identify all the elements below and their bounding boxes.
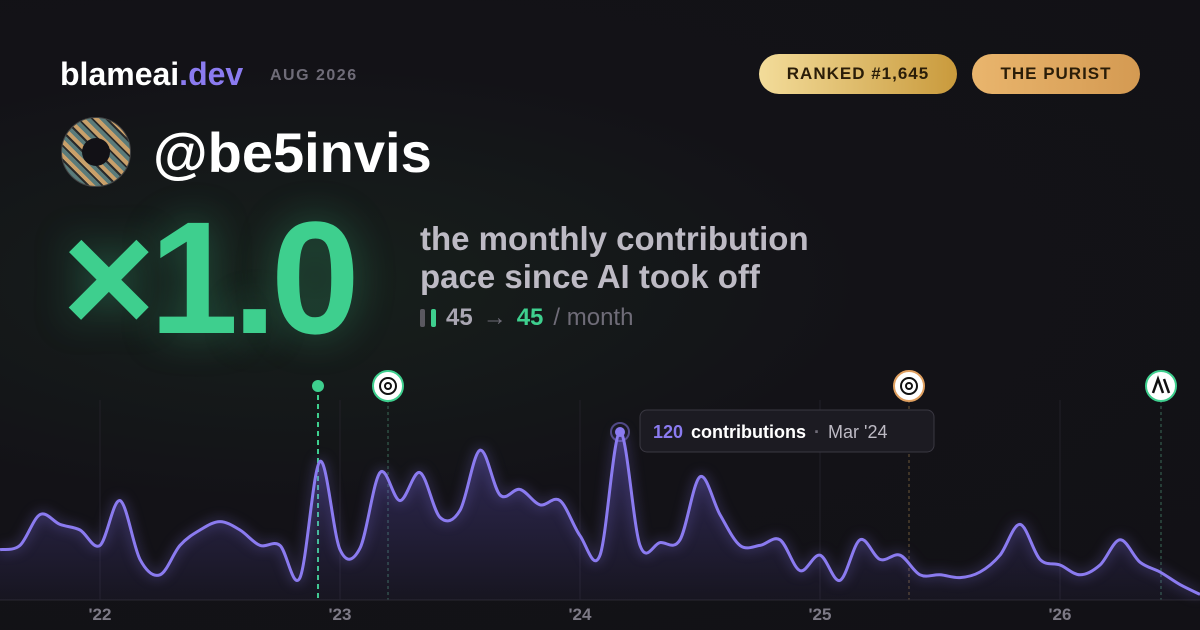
handle: @be5invis [153, 121, 432, 184]
legend-after [431, 309, 436, 327]
multiplier: ×1.0 [62, 188, 360, 367]
brand-name: blameai [60, 56, 180, 92]
persona-badge: THE PURIST [972, 54, 1140, 94]
x-tick-label: '22 [89, 605, 112, 624]
brand: blameai.dev [60, 56, 243, 93]
unit: / month [553, 304, 634, 331]
event-icon [893, 370, 925, 402]
x-tick-label: '24 [569, 605, 592, 624]
after-value: 45 [516, 304, 544, 331]
highlight-ring [610, 422, 630, 442]
legend-before [420, 309, 425, 327]
x-tick-label: '26 [1049, 605, 1072, 624]
brand-suffix: .dev [179, 56, 244, 92]
tooltip-value: 120 [653, 422, 683, 442]
x-tick-label: '23 [329, 605, 352, 624]
avatar [61, 117, 131, 187]
period: AUG 2026 [270, 67, 358, 84]
highlight-point [615, 427, 625, 437]
before-value: 45 [446, 304, 473, 331]
pace: 45 → 45 / month [420, 304, 633, 332]
event-icon [1145, 370, 1177, 402]
arrow: → [482, 304, 507, 331]
ai-marker [312, 380, 324, 392]
event-icon [372, 370, 404, 402]
tooltip-separator: · [814, 422, 820, 442]
rank-badge: RANKED #1,645 [759, 54, 957, 94]
area [0, 431, 1200, 600]
caption: the monthly contribution pace since AI t… [420, 220, 809, 295]
tooltip-unit: contributions [691, 422, 806, 442]
line [0, 430, 1200, 596]
tooltip [639, 409, 935, 453]
tooltip-date: Mar '24 [828, 422, 887, 442]
tooltip-text: 120 contributions · Mar '24 [653, 422, 888, 442]
x-tick-label: '25 [809, 605, 832, 624]
